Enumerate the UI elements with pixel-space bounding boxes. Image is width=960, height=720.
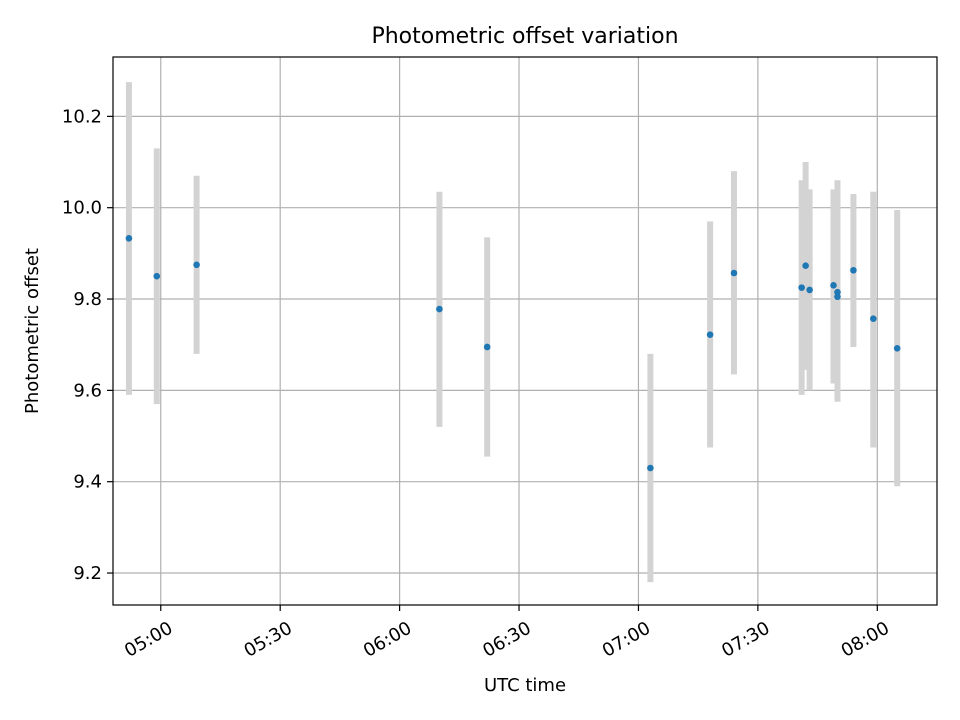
y-tick-label: 9.6 bbox=[73, 380, 102, 401]
data-point bbox=[730, 269, 738, 277]
data-point bbox=[647, 464, 654, 472]
data-point bbox=[153, 272, 161, 280]
y-axis-ticks: 9.2 9.4 9.6 9.8 10.0 10.2 bbox=[62, 106, 113, 584]
data-point bbox=[830, 282, 837, 289]
data-point bbox=[706, 331, 714, 338]
data-point bbox=[802, 262, 809, 269]
data-point bbox=[806, 286, 813, 294]
x-axis-label: UTC time bbox=[484, 675, 566, 696]
y-tick-label: 10.2 bbox=[62, 106, 102, 127]
y-tick-label: 10.0 bbox=[62, 198, 102, 219]
data-point bbox=[893, 345, 901, 352]
y-tick-label: 9.2 bbox=[73, 563, 102, 584]
data-point bbox=[850, 266, 857, 274]
data-points bbox=[125, 234, 901, 472]
data-point bbox=[834, 288, 841, 296]
data-point bbox=[798, 284, 805, 291]
data-point bbox=[483, 343, 491, 351]
data-point bbox=[870, 315, 877, 322]
y-axis-label: Photometric offset bbox=[22, 248, 43, 414]
data-point bbox=[125, 234, 133, 242]
chart-title: Photometric offset variation bbox=[371, 24, 678, 49]
data-point bbox=[436, 305, 443, 313]
data-point bbox=[193, 261, 200, 269]
y-tick-label: 9.8 bbox=[73, 289, 102, 310]
y-tick-label: 9.4 bbox=[73, 472, 102, 493]
plot-frame bbox=[112, 56, 938, 606]
data-point bbox=[834, 293, 841, 301]
